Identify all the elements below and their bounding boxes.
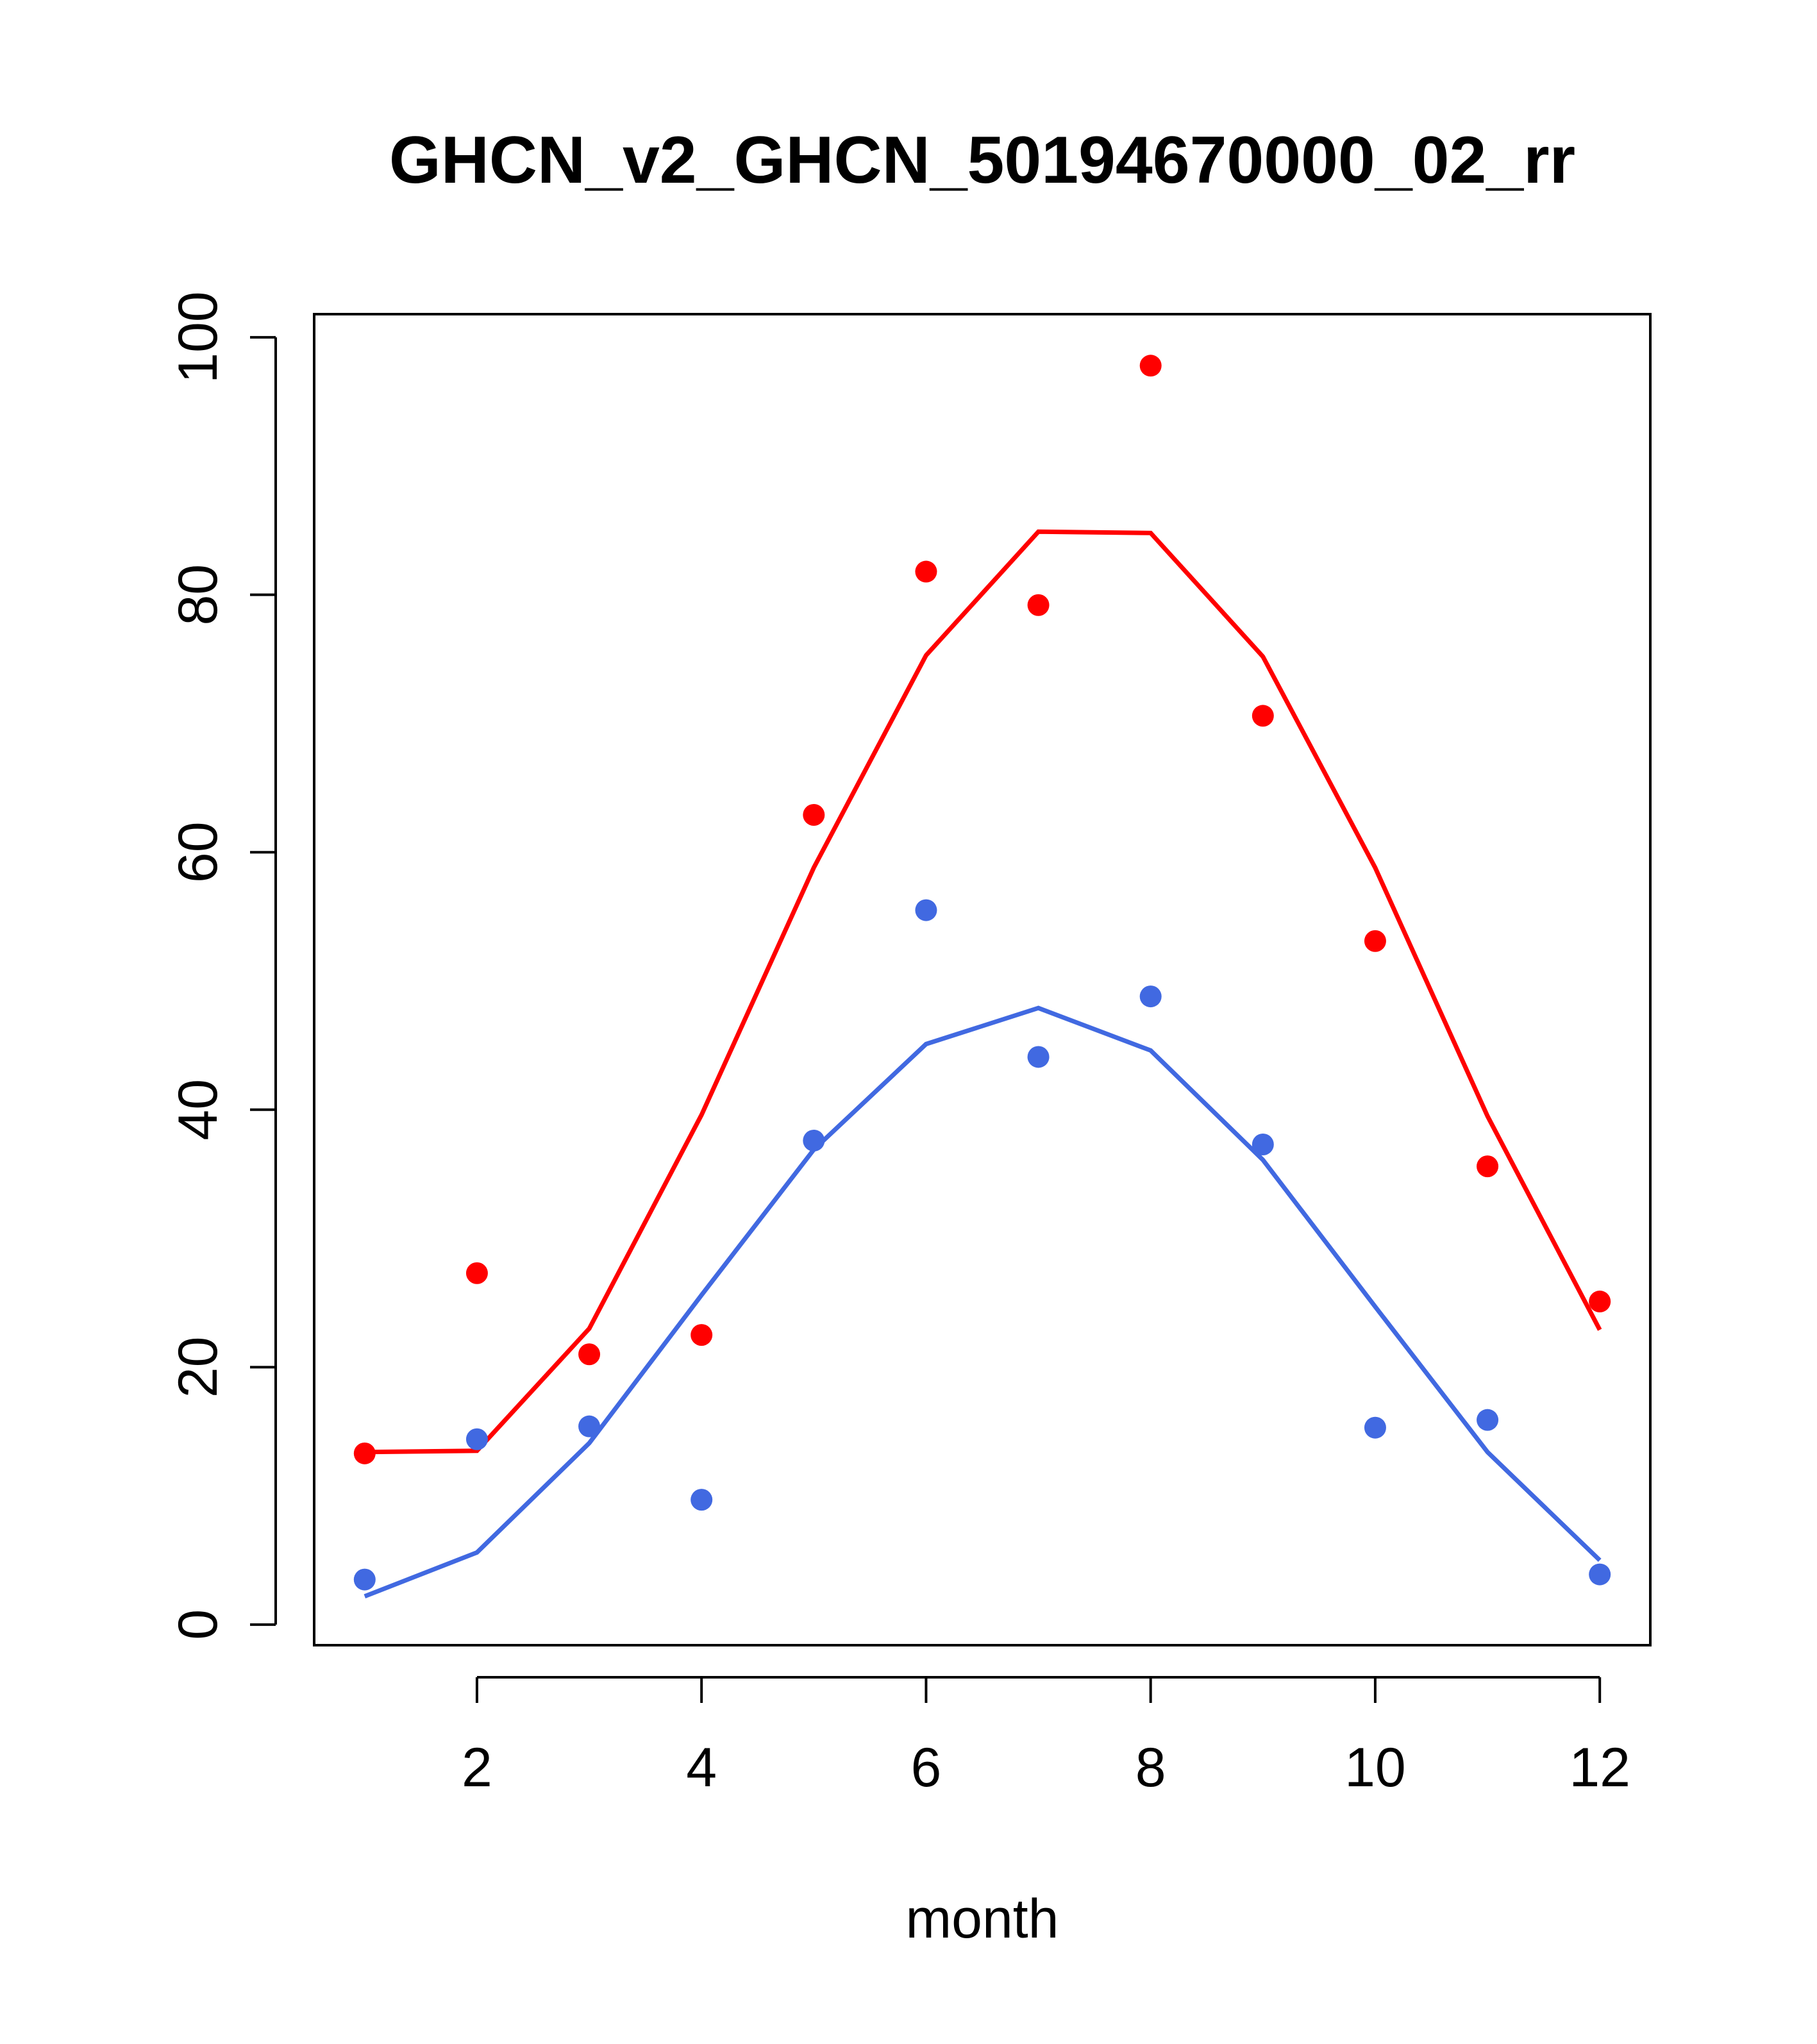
y-tick-label: 80 [167,564,229,626]
x-axis-label: month [905,1888,1059,1950]
x-tick-label: 8 [1135,1737,1166,1798]
series-2-point [1139,985,1162,1008]
series-2-point [353,1568,376,1591]
series-1-point [353,1442,376,1464]
series-1-point [1364,930,1386,952]
series-2-point [1252,1133,1274,1155]
series-1-point [465,1262,488,1284]
series-1-point [691,1324,713,1346]
series-2-point [1027,1046,1050,1068]
series-2 [353,899,1611,1598]
series-2-point [691,1489,713,1511]
series-2-point [1364,1416,1386,1439]
series-2-point [578,1415,601,1437]
series-1-point [578,1343,601,1366]
chart-title: GHCN_v2_GHCN_50194670000_02_rr [389,123,1575,197]
series-2-point [465,1428,488,1450]
y-tick-label: 40 [167,1079,229,1141]
series-1-line [364,529,1602,1455]
series-2-point [1477,1409,1499,1431]
series-2-point [915,899,937,921]
series-1-point [1027,594,1050,616]
series-1-point [1139,355,1162,377]
series-1-point [1477,1155,1499,1178]
x-tick-label: 4 [686,1737,717,1798]
x-tick-label: 2 [462,1737,492,1798]
y-tick-label: 0 [167,1609,229,1640]
x-tick-label: 6 [911,1737,942,1798]
series-1-point [803,804,825,826]
series-2-line [364,1005,1602,1598]
x-axis: 2 4 6 8 10 12 [462,1676,1630,1798]
series-2-point [803,1129,825,1152]
series-1-point [1252,705,1274,727]
y-axis: 0 20 40 60 80 100 [167,291,277,1640]
series-2-point [1589,1563,1611,1586]
plot-frame [313,313,1652,1646]
y-tick-label: 100 [167,291,229,383]
y-tick-label: 60 [167,821,229,883]
series-1-point [1589,1290,1611,1312]
x-tick-label: 12 [1569,1737,1630,1798]
series-1-point [915,560,937,583]
x-tick-label: 10 [1344,1737,1406,1798]
series-layer [353,355,1611,1598]
y-tick-label: 20 [167,1336,229,1398]
series-1 [353,355,1611,1464]
